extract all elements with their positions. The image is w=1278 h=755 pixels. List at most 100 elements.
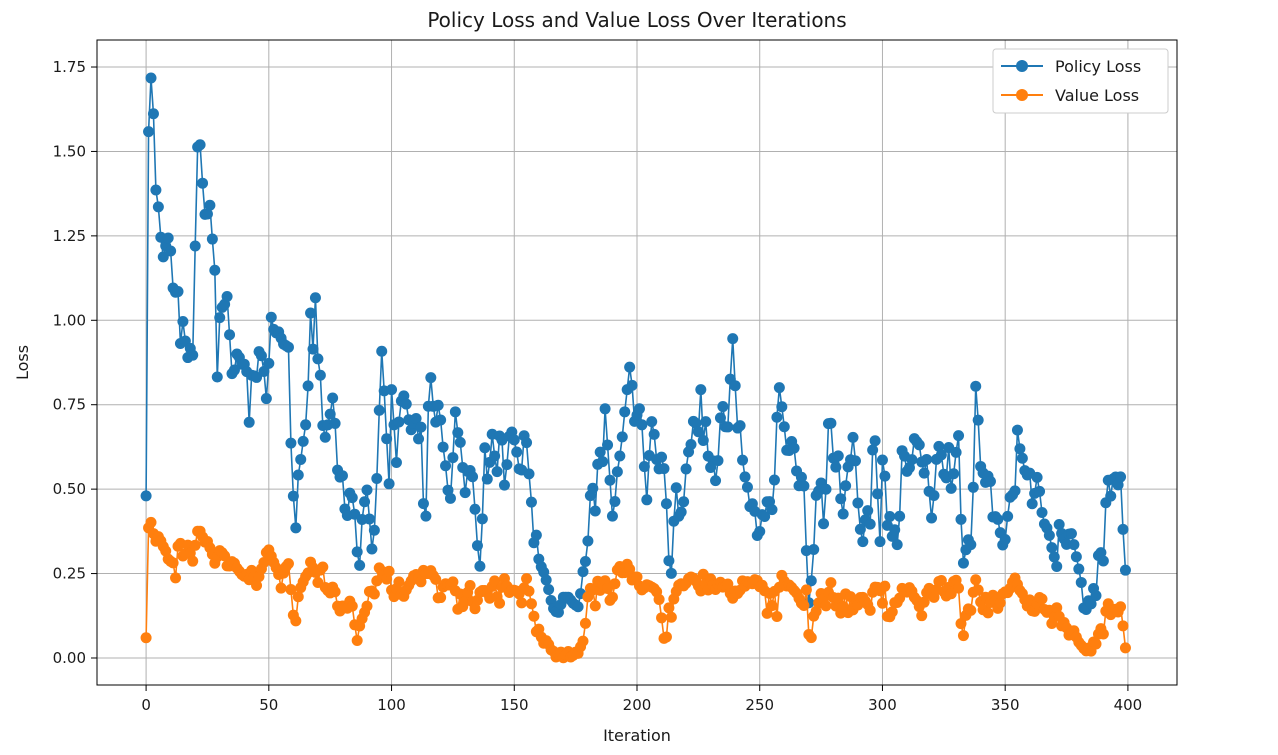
data-point-policy-loss <box>771 411 783 423</box>
data-point-policy-loss <box>1075 576 1087 588</box>
data-point-value-loss <box>876 597 888 609</box>
data-point-policy-loss <box>636 419 648 431</box>
data-point-value-loss <box>965 604 977 616</box>
data-point-policy-loss <box>849 455 861 467</box>
data-point-value-loss <box>525 598 537 610</box>
data-point-policy-loss <box>734 420 746 432</box>
data-point-policy-loss <box>312 353 324 365</box>
x-tick-label: 0 <box>141 696 151 714</box>
data-point-policy-loss <box>1009 485 1021 497</box>
data-point-policy-loss <box>641 494 653 506</box>
data-point-policy-loss <box>143 126 155 138</box>
data-point-policy-loss <box>177 316 189 328</box>
data-point-policy-loss <box>336 470 348 482</box>
data-point-value-loss <box>368 588 380 600</box>
series-policy-loss <box>140 72 1131 618</box>
data-point-policy-loss <box>1119 564 1131 576</box>
data-point-policy-loss <box>263 357 275 369</box>
data-point-policy-loss <box>432 399 444 411</box>
data-point-policy-loss <box>894 510 906 522</box>
data-point-policy-loss <box>393 416 405 428</box>
x-axis-label: Iteration <box>603 726 671 745</box>
y-tick-label: 1.50 <box>53 142 86 160</box>
data-point-policy-loss <box>1065 528 1077 540</box>
data-point-policy-loss <box>945 482 957 494</box>
data-point-policy-loss <box>913 439 925 451</box>
data-point-policy-loss <box>675 506 687 518</box>
data-point-policy-loss <box>879 470 891 482</box>
data-point-value-loss <box>275 582 287 594</box>
data-point-policy-loss <box>619 406 631 418</box>
data-point-policy-loss <box>928 490 940 502</box>
data-point-policy-loss <box>967 481 979 493</box>
data-point-policy-loss <box>413 433 425 445</box>
legend-value-loss-label: Value Loss <box>1055 86 1139 105</box>
data-point-policy-loss <box>1048 551 1060 563</box>
data-point-policy-loss <box>383 478 395 490</box>
data-point-value-loss <box>982 607 994 619</box>
data-point-policy-loss <box>648 428 660 440</box>
data-point-policy-loss <box>209 264 221 276</box>
data-point-policy-loss <box>197 177 209 189</box>
data-point-policy-loss <box>1034 485 1046 497</box>
data-point-policy-loss <box>314 369 326 381</box>
data-point-policy-loss <box>739 471 751 483</box>
data-point-policy-loss <box>525 496 537 508</box>
data-point-policy-loss <box>491 466 503 478</box>
y-tick-label: 1.75 <box>53 58 86 76</box>
data-point-policy-loss <box>918 467 930 479</box>
data-point-policy-loss <box>660 498 672 510</box>
data-point-policy-loss <box>737 454 749 466</box>
data-point-policy-loss <box>955 513 967 525</box>
data-point-policy-loss <box>297 435 309 447</box>
data-point-policy-loss <box>265 311 277 323</box>
data-point-value-loss <box>886 606 898 618</box>
data-point-value-loss <box>251 579 263 591</box>
data-point-policy-loss <box>872 488 884 500</box>
data-point-value-loss <box>577 635 589 647</box>
data-point-policy-loss <box>788 442 800 454</box>
data-point-value-loss <box>346 600 358 612</box>
data-point-policy-loss <box>658 463 670 475</box>
data-point-policy-loss <box>410 413 422 425</box>
data-point-policy-loss <box>795 471 807 483</box>
data-point-policy-loss <box>935 449 947 461</box>
data-point-policy-loss <box>371 472 383 484</box>
data-point-value-loss <box>361 600 373 612</box>
data-point-policy-loss <box>1068 539 1080 551</box>
data-point-policy-loss <box>324 408 336 420</box>
data-point-policy-loss <box>818 518 830 530</box>
data-point-value-loss <box>766 600 778 612</box>
data-point-value-loss <box>447 576 459 588</box>
data-point-value-loss <box>516 597 528 609</box>
data-point-policy-loss <box>614 450 626 462</box>
data-point-value-loss <box>521 573 533 585</box>
data-point-policy-loss <box>381 433 393 445</box>
data-point-policy-loss <box>172 286 184 298</box>
data-point-policy-loss <box>808 544 820 556</box>
data-point-policy-loss <box>835 493 847 505</box>
data-point-policy-loss <box>214 312 226 324</box>
data-point-policy-loss <box>145 72 157 84</box>
data-point-value-loss <box>606 591 618 603</box>
data-point-value-loss <box>589 600 601 612</box>
data-point-value-loss <box>167 557 179 569</box>
data-point-policy-loss <box>373 404 385 416</box>
data-point-policy-loss <box>471 540 483 552</box>
data-point-policy-loss <box>351 546 363 558</box>
data-point-value-loss <box>285 584 297 596</box>
data-point-policy-loss <box>1070 551 1082 563</box>
data-point-value-loss <box>1090 638 1102 650</box>
data-point-policy-loss <box>837 508 849 520</box>
data-point-policy-loss <box>498 479 510 491</box>
data-point-policy-loss <box>368 524 380 536</box>
data-point-policy-loss <box>479 442 491 454</box>
data-point-policy-loss <box>425 372 437 384</box>
data-point-policy-loss <box>228 364 240 376</box>
data-point-value-loss <box>970 574 982 586</box>
data-point-value-loss <box>1097 628 1109 640</box>
data-point-value-loss <box>187 555 199 567</box>
data-point-policy-loss <box>864 518 876 530</box>
data-point-policy-loss <box>602 439 614 451</box>
data-point-policy-loss <box>376 345 388 357</box>
